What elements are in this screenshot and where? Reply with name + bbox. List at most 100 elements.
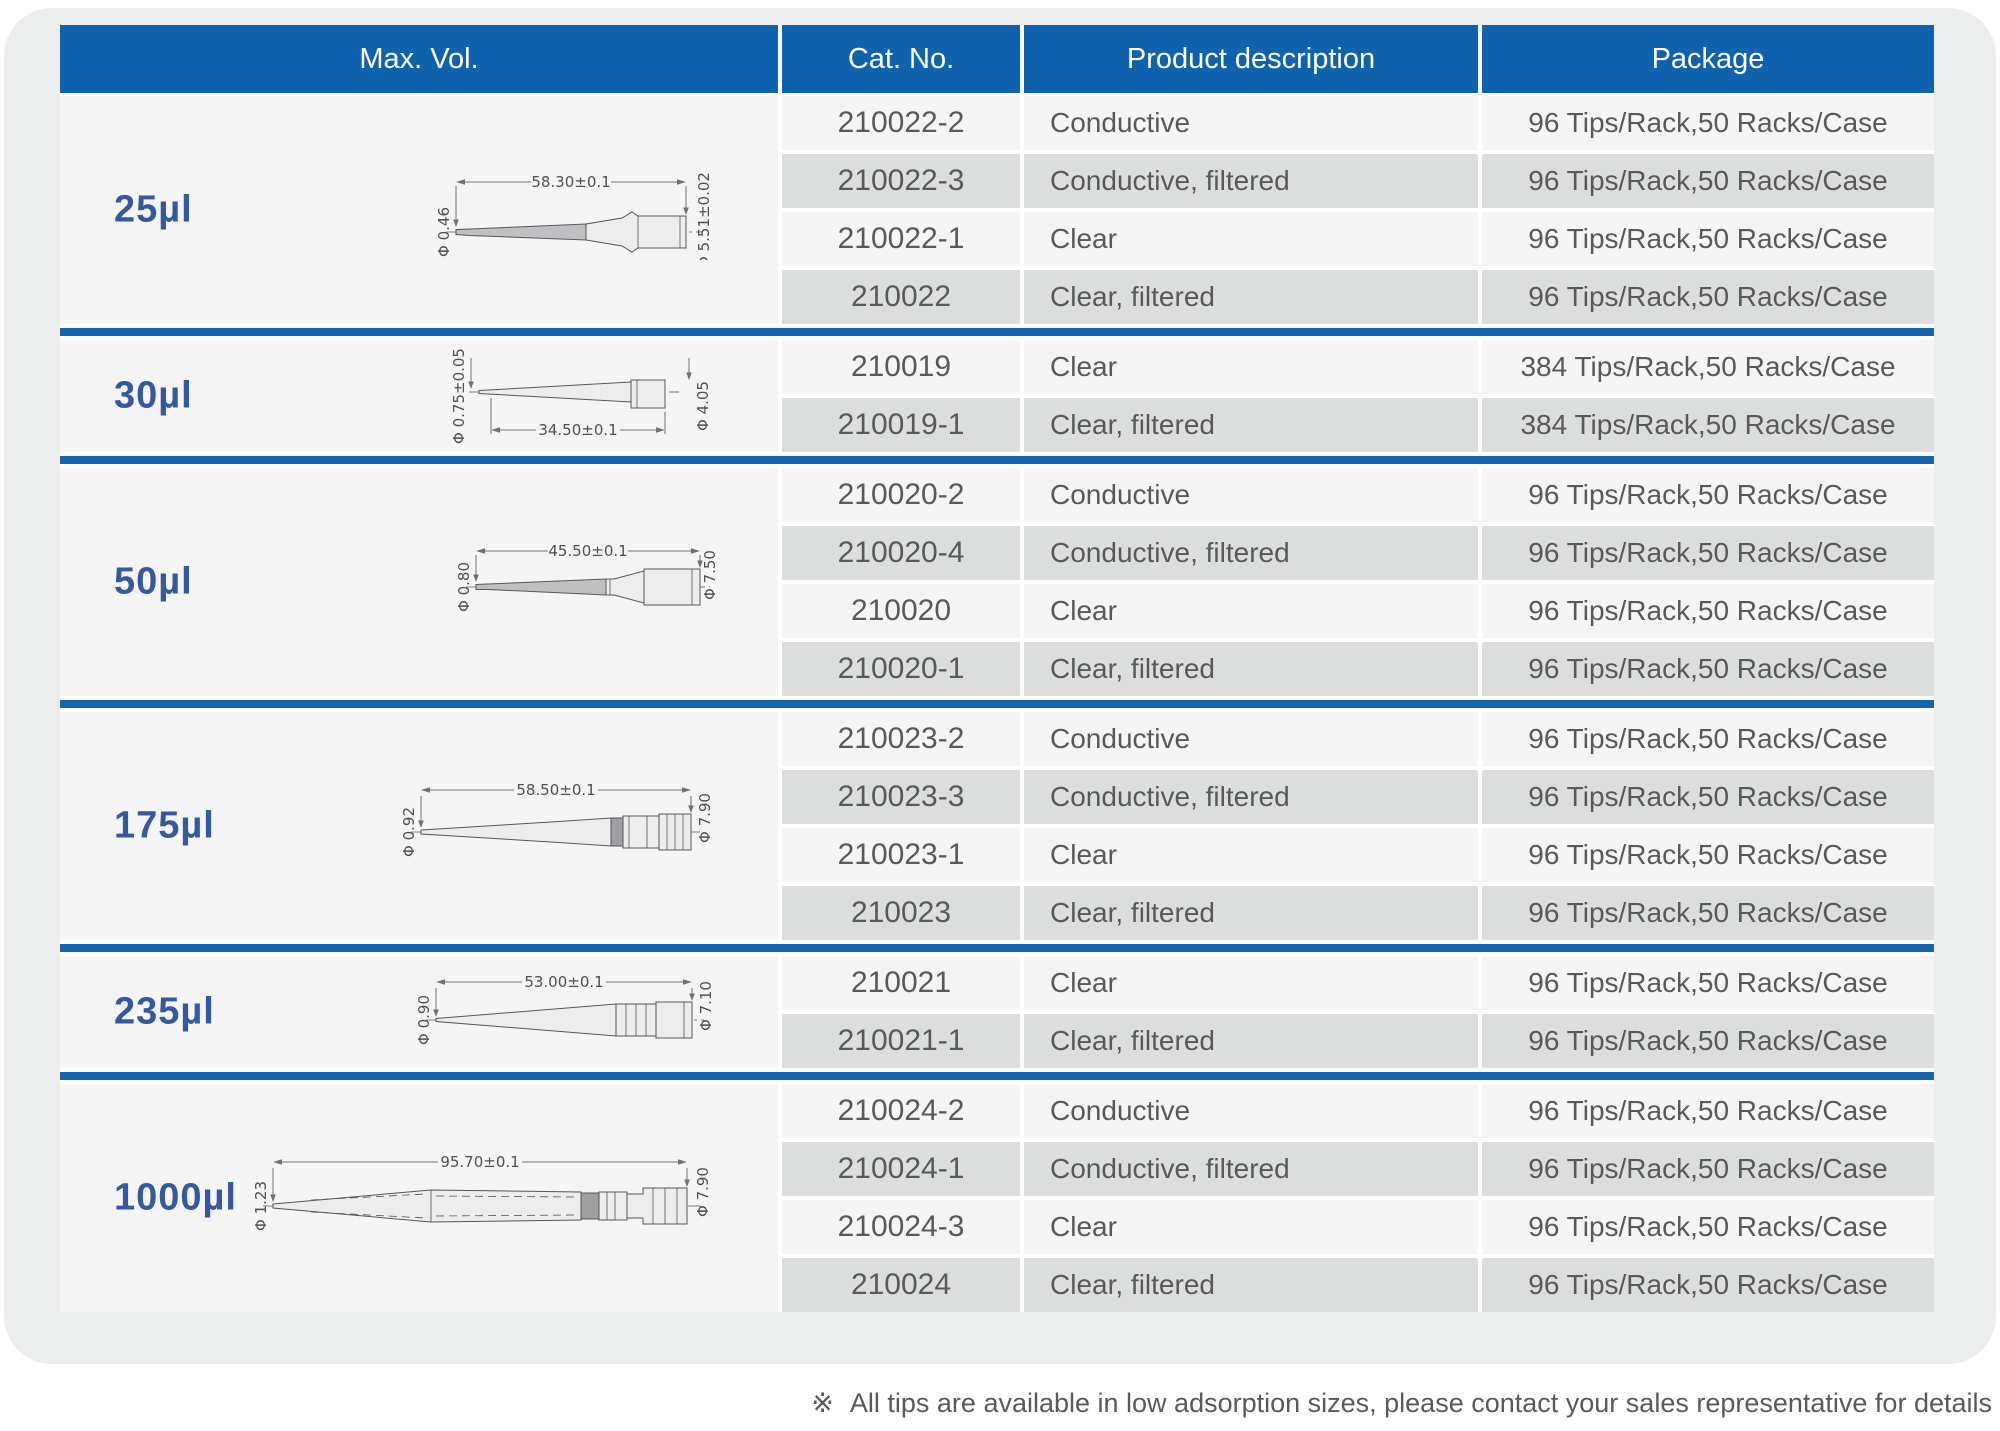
description: Conductive [1024,712,1478,766]
cat-no: 210021-1 [782,1014,1020,1068]
end-diameter-label: Φ 4.05 [694,381,712,431]
cat-no: 210020 [782,584,1020,638]
tip-diameter-label: Φ 0.80 [456,562,473,612]
description: Clear, filtered [1024,642,1478,696]
volume-label: 175µl [114,804,215,847]
package: 96 Tips/Rack,50 Racks/Case [1482,212,1934,266]
section-25ul: 25µl 58.30±0.1 Φ 0.46 Φ 5.51±0.02 21 [60,96,1934,324]
pipette-tip-table: Max. Vol. Cat. No. Product description P… [60,25,1934,1312]
section-30ul: 30µl 34.50±0.1 Φ 0.75±0.05 Φ 4.05 [60,340,1934,452]
end-diameter-label: Φ 7.50 [701,550,716,600]
max-vol-cell-175ul: 175µl 58.50±0.1 [60,712,778,940]
volume-label: 50µl [114,560,193,603]
description: Clear, filtered [1024,1258,1478,1312]
package: 96 Tips/Rack,50 Racks/Case [1482,712,1934,766]
cat-no: 210023-1 [782,828,1020,882]
package: 96 Tips/Rack,50 Racks/Case [1482,584,1934,638]
cat-no: 210024-2 [782,1084,1020,1138]
cat-no: 210022-2 [782,96,1020,150]
package: 96 Tips/Rack,50 Racks/Case [1482,1258,1934,1312]
header-cat-no: Cat. No. [782,25,1020,93]
description: Clear [1024,828,1478,882]
description: Clear [1024,1200,1478,1254]
volume-label: 1000µl [114,1176,237,1219]
cat-no: 210024-3 [782,1200,1020,1254]
max-vol-cell-50ul: 50µl 45.50±0.1 Φ 0.80 Φ 7.50 [60,468,778,696]
tip-diameter-label: Φ 1.23 [252,1181,270,1231]
length-label: 95.70±0.1 [440,1153,519,1171]
tip-diameter-label: Φ 0.46 [436,207,453,257]
cat-no: 210020-1 [782,642,1020,696]
tip-drawing-1000ul-icon: 95.70±0.1 Φ 1.23 Φ 7.90 [252,1153,712,1231]
reference-mark-icon: ※ [811,1388,834,1418]
package: 96 Tips/Rack,50 Racks/Case [1482,956,1934,1010]
cat-no: 210022 [782,270,1020,324]
section-1000ul: 1000µl [60,1084,1934,1312]
header-description: Product description [1024,25,1478,93]
cat-no: 210024-1 [782,1142,1020,1196]
max-vol-cell-30ul: 30µl 34.50±0.1 Φ 0.75±0.05 Φ 4.05 [60,340,778,452]
volume-label: 25µl [114,188,193,231]
package: 96 Tips/Rack,50 Racks/Case [1482,828,1934,882]
cat-no: 210023 [782,886,1020,940]
description: Clear [1024,340,1478,394]
max-vol-cell-235ul: 235µl 53.00±0.1 Φ 0.90 Φ [60,956,778,1068]
package: 96 Tips/Rack,50 Racks/Case [1482,1142,1934,1196]
cat-no: 210021 [782,956,1020,1010]
end-diameter-label: Φ 5.51±0.02 [695,172,713,260]
tip-diameter-label: Φ 0.90 [416,995,433,1045]
package: 384 Tips/Rack,50 Racks/Case [1482,340,1934,394]
section-divider [60,456,1934,464]
cat-no: 210019 [782,340,1020,394]
package: 96 Tips/Rack,50 Racks/Case [1482,770,1934,824]
description: Conductive, filtered [1024,526,1478,580]
section-divider [60,1072,1934,1080]
section-50ul: 50µl 45.50±0.1 Φ 0.80 Φ 7.50 [60,468,1934,696]
package: 96 Tips/Rack,50 Racks/Case [1482,642,1934,696]
description: Conductive [1024,96,1478,150]
cat-no: 210020-4 [782,526,1020,580]
package: 96 Tips/Rack,50 Racks/Case [1482,1200,1934,1254]
tip-drawing-235ul-icon: 53.00±0.1 Φ 0.90 Φ 7.10 [416,973,715,1045]
length-label: 58.50±0.1 [516,781,595,799]
package: 96 Tips/Rack,50 Racks/Case [1482,270,1934,324]
tip-drawing-30ul-icon: 34.50±0.1 Φ 0.75±0.05 Φ 4.05 [451,348,712,444]
length-label: 34.50±0.1 [538,421,617,439]
cat-no: 210022-1 [782,212,1020,266]
description: Clear, filtered [1024,270,1478,324]
package: 96 Tips/Rack,50 Racks/Case [1482,1084,1934,1138]
tip-diameter-label: Φ 0.92 [401,807,418,857]
end-diameter-label: Φ 7.90 [694,1167,712,1217]
description: Conductive, filtered [1024,1142,1478,1196]
package: 96 Tips/Rack,50 Racks/Case [1482,154,1934,208]
table-header-row: Max. Vol. Cat. No. Product description P… [60,25,1934,93]
length-label: 53.00±0.1 [524,973,603,991]
cat-no: 210023-2 [782,712,1020,766]
length-label: 45.50±0.1 [548,542,627,560]
cat-no: 210019-1 [782,398,1020,452]
volume-label: 30µl [114,374,193,417]
tip-drawing-175ul-icon: 58.50±0.1 Φ 0.92 Φ 7.90 [401,781,714,857]
section-175ul: 175µl 58.50±0.1 [60,712,1934,940]
description: Conductive, filtered [1024,770,1478,824]
description: Clear [1024,212,1478,266]
end-diameter-label: Φ 7.90 [696,793,714,843]
max-vol-cell-1000ul: 1000µl [60,1084,778,1312]
package: 96 Tips/Rack,50 Racks/Case [1482,526,1934,580]
package: 96 Tips/Rack,50 Racks/Case [1482,1014,1934,1068]
description: Clear, filtered [1024,886,1478,940]
end-diameter-label: Φ 7.10 [697,981,715,1031]
volume-label: 235µl [114,990,215,1033]
tip-diameter-label: Φ 0.75±0.05 [451,348,468,444]
header-max-vol: Max. Vol. [60,25,778,93]
description: Clear, filtered [1024,1014,1478,1068]
package: 96 Tips/Rack,50 Racks/Case [1482,886,1934,940]
footnote-text: All tips are available in low adsorption… [849,1388,1992,1418]
package: 96 Tips/Rack,50 Racks/Case [1482,468,1934,522]
description: Conductive [1024,468,1478,522]
tip-drawing-50ul-icon: 45.50±0.1 Φ 0.80 Φ 7.50 [456,542,716,612]
description: Clear [1024,956,1478,1010]
package: 96 Tips/Rack,50 Racks/Case [1482,96,1934,150]
tip-drawing-25ul-icon: 58.30±0.1 Φ 0.46 Φ 5.51±0.02 [436,172,713,260]
package: 384 Tips/Rack,50 Racks/Case [1482,398,1934,452]
